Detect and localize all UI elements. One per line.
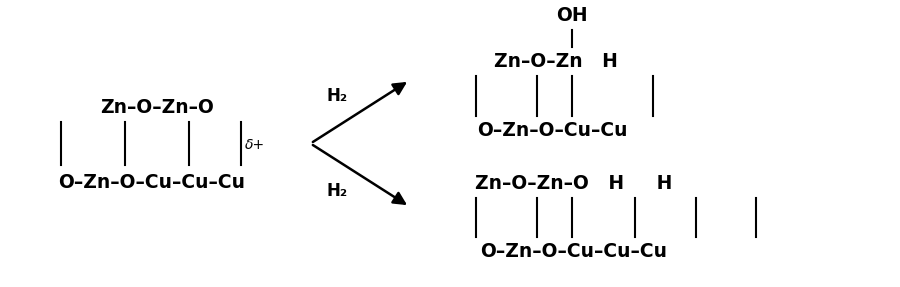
Text: O–Zn–O–Cu–Cu–Cu: O–Zn–O–Cu–Cu–Cu bbox=[58, 173, 245, 192]
Text: O–Zn–O–Cu–Cu: O–Zn–O–Cu–Cu bbox=[477, 121, 628, 140]
Text: H₂: H₂ bbox=[327, 182, 348, 200]
Text: OH: OH bbox=[556, 6, 589, 25]
Text: Zn–O–Zn   H: Zn–O–Zn H bbox=[494, 52, 618, 71]
Text: O–Zn–O–Cu–Cu–Cu: O–Zn–O–Cu–Cu–Cu bbox=[480, 242, 667, 261]
Text: Zn–O–Zn–O   H     H: Zn–O–Zn–O H H bbox=[474, 174, 672, 193]
Text: H₂: H₂ bbox=[327, 87, 348, 105]
Text: δ+: δ+ bbox=[245, 138, 265, 152]
Text: Zn–O–Zn–O: Zn–O–Zn–O bbox=[101, 98, 214, 117]
